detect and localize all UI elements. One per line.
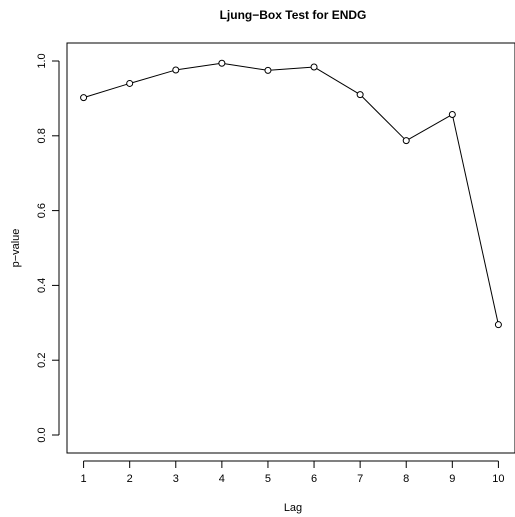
x-tick-label: 6	[311, 473, 317, 485]
y-tick-label: 0.0	[36, 427, 48, 442]
series-line-segment	[361, 96, 405, 139]
x-tick-label: 7	[357, 473, 363, 485]
series-line-segment	[132, 70, 174, 84]
data-point	[356, 91, 364, 99]
x-tick-label: 8	[403, 473, 409, 485]
y-tick-label: 0.2	[36, 353, 48, 368]
chart-title: Ljung−Box Test for ENDG	[220, 8, 367, 22]
y-tick-label: 0.6	[36, 203, 48, 218]
x-tick-label: 10	[492, 473, 504, 485]
data-point	[218, 59, 226, 67]
data-point	[448, 110, 456, 118]
data-point	[264, 66, 272, 74]
series-line-segment	[178, 63, 219, 71]
data-point	[80, 94, 88, 102]
data-point	[494, 321, 502, 329]
x-tick-label: 9	[449, 473, 455, 485]
data-point	[126, 79, 134, 87]
y-tick-label: 1.0	[36, 53, 48, 68]
series-line-segment	[86, 83, 127, 98]
y-tick-label: 0.8	[36, 128, 48, 143]
series-line-segment	[270, 66, 312, 71]
series-line-segment	[316, 68, 358, 94]
y-axis: 0.0 0.2 0.4 0.6 0.8 1.0	[36, 53, 60, 443]
x-axis-label: Lag	[284, 502, 302, 514]
y-axis-label: p−value	[10, 229, 22, 268]
x-tick-label: 4	[219, 473, 225, 485]
series-p-value	[80, 59, 502, 329]
data-point	[172, 66, 180, 74]
x-tick-label: 1	[81, 473, 87, 485]
data-point	[402, 137, 410, 145]
series-line-segment	[224, 63, 266, 71]
data-point	[310, 63, 318, 71]
x-tick-label: 5	[265, 473, 271, 485]
x-tick-label: 2	[127, 473, 133, 485]
x-axis: 1 2 3 4 5 6 7 8 9 10	[81, 460, 505, 485]
y-tick-label: 0.4	[36, 278, 48, 293]
series-line-segment	[452, 117, 499, 322]
x-tick-label: 3	[173, 473, 179, 485]
plot-frame	[66, 42, 515, 454]
series-line-segment	[408, 115, 450, 140]
